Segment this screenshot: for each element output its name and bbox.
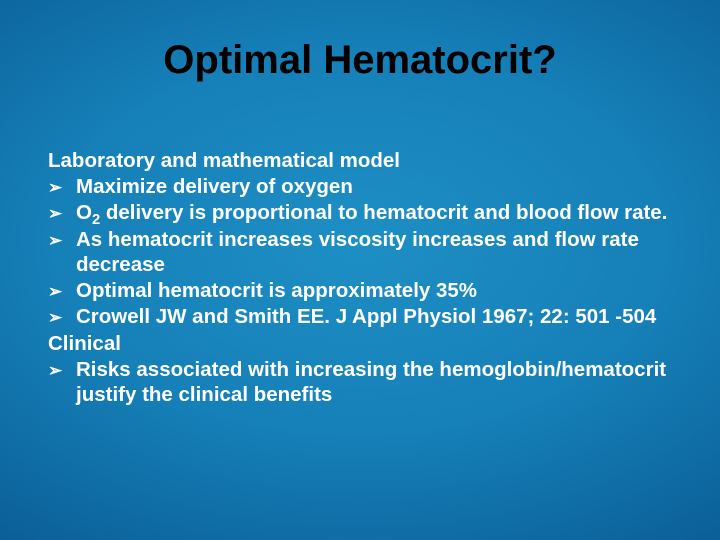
chevron-right-icon: ➢ bbox=[48, 227, 76, 254]
chevron-right-icon: ➢ bbox=[48, 304, 76, 331]
section-heading: Clinical bbox=[48, 331, 680, 357]
slide-content: Laboratory and mathematical model ➢ Maxi… bbox=[48, 148, 680, 408]
bullet-item: ➢ Risks associated with increasing the h… bbox=[48, 357, 680, 408]
bullet-item: ➢ Optimal hematocrit is approximately 35… bbox=[48, 278, 680, 305]
bullet-text: As hematocrit increases viscosity increa… bbox=[76, 227, 680, 278]
chevron-right-icon: ➢ bbox=[48, 200, 76, 227]
bullet-item: ➢ Maximize delivery of oxygen bbox=[48, 174, 680, 201]
bullet-item: ➢ As hematocrit increases viscosity incr… bbox=[48, 227, 680, 278]
slide-title: Optimal Hematocrit? bbox=[0, 38, 720, 83]
bullet-item: ➢ O2 delivery is proportional to hematoc… bbox=[48, 200, 680, 227]
bullet-item: ➢ Crowell JW and Smith EE. J Appl Physio… bbox=[48, 304, 680, 331]
chevron-right-icon: ➢ bbox=[48, 174, 76, 201]
bullet-text: Risks associated with increasing the hem… bbox=[76, 357, 680, 408]
section-heading: Laboratory and mathematical model bbox=[48, 148, 680, 174]
chevron-right-icon: ➢ bbox=[48, 357, 76, 384]
bullet-text: Crowell JW and Smith EE. J Appl Physiol … bbox=[76, 304, 680, 330]
bullet-text: O2 delivery is proportional to hematocri… bbox=[76, 200, 680, 226]
bullet-text: Maximize delivery of oxygen bbox=[76, 174, 680, 200]
chevron-right-icon: ➢ bbox=[48, 278, 76, 305]
slide: Optimal Hematocrit? Laboratory and mathe… bbox=[0, 0, 720, 540]
bullet-text: Optimal hematocrit is approximately 35% bbox=[76, 278, 680, 304]
